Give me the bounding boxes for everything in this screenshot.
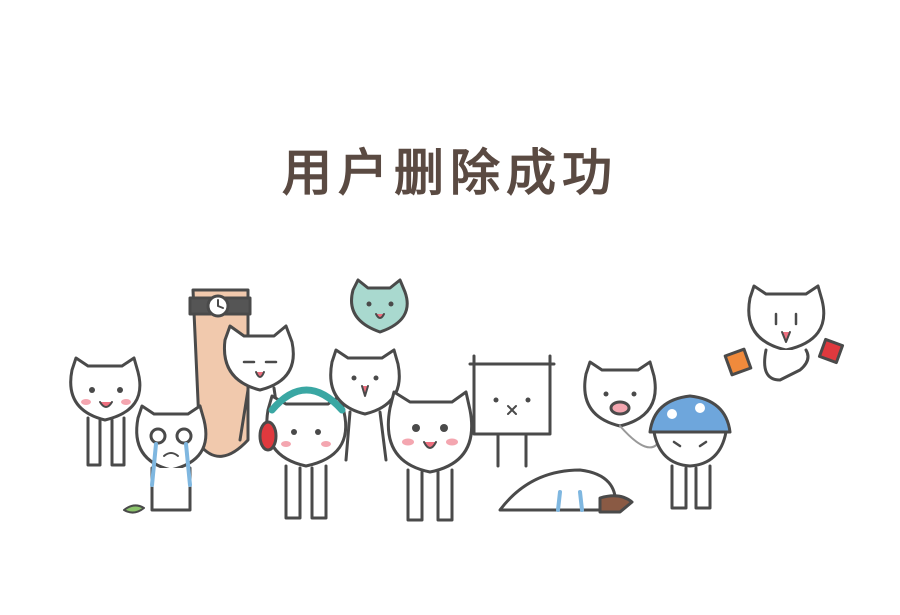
pig-nose-cat — [583, 360, 661, 449]
cartoon-cat-crowd-illustration — [69, 278, 845, 522]
standing-cat — [329, 348, 401, 462]
lying-cat — [498, 468, 634, 514]
flying-cat-with-bags — [723, 284, 845, 382]
leaf-icon — [123, 504, 145, 514]
crying-cat — [135, 404, 208, 512]
box-character — [468, 354, 556, 468]
headphones-cat — [258, 386, 348, 520]
left-cat — [69, 356, 142, 467]
success-message: 用户删除成功 — [282, 144, 618, 202]
teal-cat — [350, 278, 409, 334]
center-cat — [386, 390, 474, 522]
mushroom-hat-cat — [648, 394, 732, 510]
